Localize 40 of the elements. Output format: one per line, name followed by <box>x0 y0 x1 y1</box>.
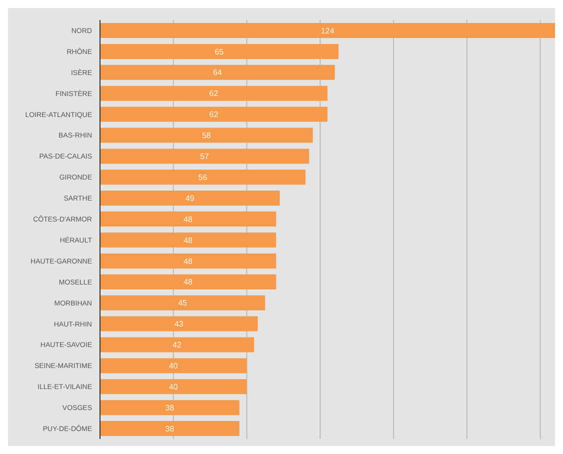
bar <box>100 106 328 122</box>
data-label: 40 <box>168 382 178 392</box>
data-label: 49 <box>185 194 195 203</box>
data-label: 64 <box>212 68 222 78</box>
data-label: 124 <box>320 26 335 36</box>
data-label: 65 <box>214 47 224 56</box>
bar <box>100 337 254 352</box>
data-label: 38 <box>165 403 175 412</box>
bar <box>100 212 276 227</box>
bar <box>100 64 335 80</box>
data-label: 62 <box>209 110 219 120</box>
data-label: 43 <box>174 320 184 329</box>
data-label: 62 <box>209 89 219 98</box>
data-label: 42 <box>172 340 182 350</box>
bar <box>100 44 339 59</box>
data-label: 40 <box>168 362 178 371</box>
bar <box>100 232 276 248</box>
data-label: 58 <box>202 131 212 140</box>
bar <box>100 86 328 101</box>
data-label: 48 <box>184 236 194 245</box>
bar <box>100 274 276 290</box>
bar <box>100 253 276 268</box>
bar <box>100 170 306 185</box>
data-label: 48 <box>184 278 194 287</box>
data-label: 48 <box>184 214 194 224</box>
data-label: 56 <box>198 172 208 182</box>
data-label: 45 <box>178 298 188 308</box>
data-label: 38 <box>165 424 175 434</box>
bar <box>100 190 280 206</box>
bar <box>100 148 310 164</box>
data-label: 57 <box>200 152 210 162</box>
bar <box>100 400 240 416</box>
data-label: 48 <box>184 256 194 266</box>
bar <box>100 23 555 38</box>
bar <box>100 295 266 310</box>
bar <box>100 358 247 374</box>
bar <box>100 128 313 143</box>
bar <box>100 316 258 332</box>
bar <box>100 379 247 394</box>
bar <box>100 421 240 436</box>
